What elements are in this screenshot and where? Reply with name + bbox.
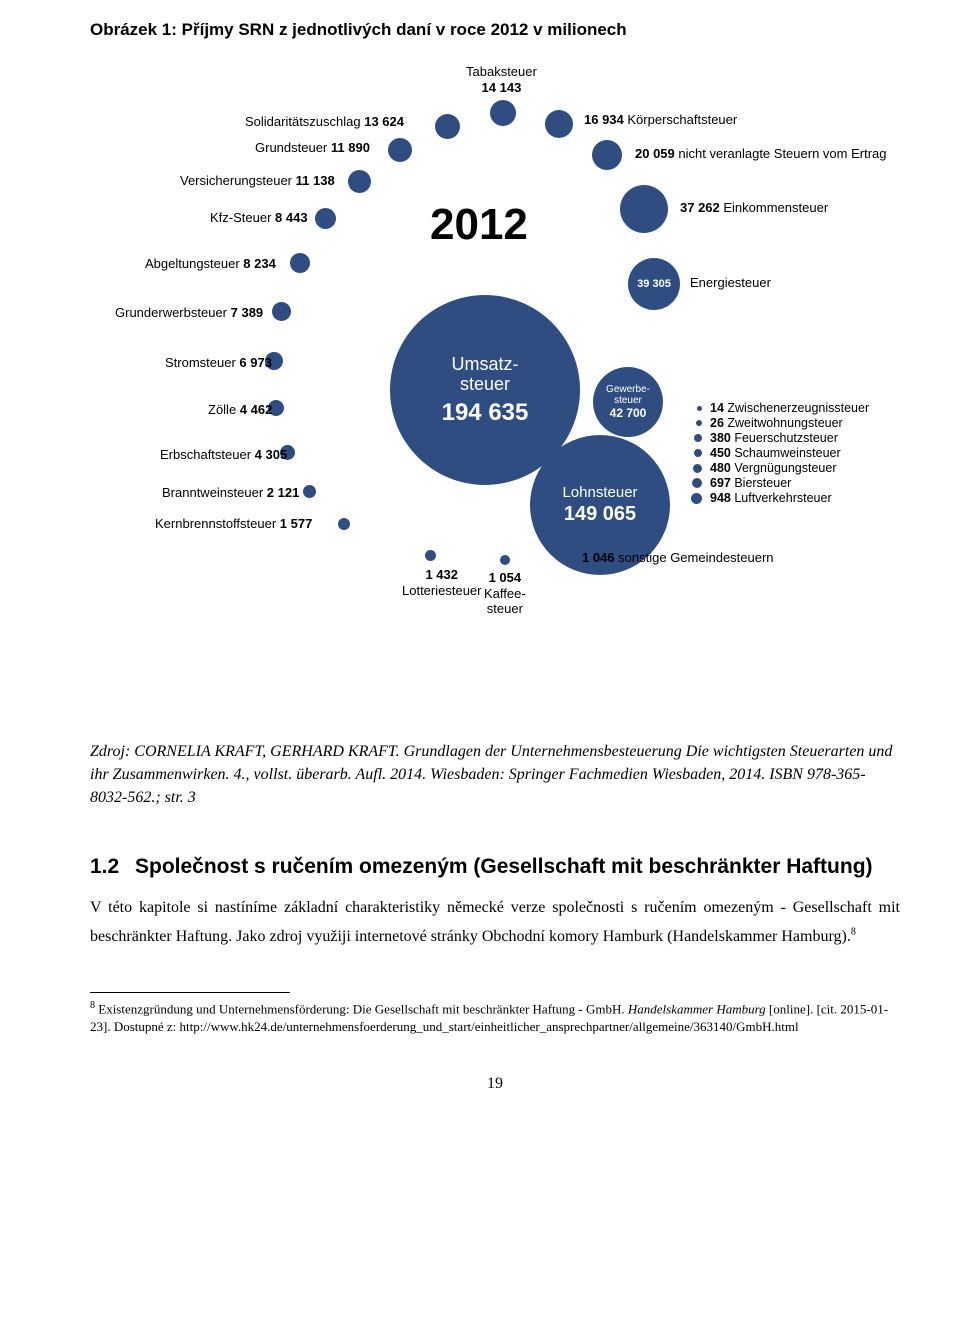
chart-label: 37 262 Einkommensteuer: [680, 200, 828, 216]
list-item: 480 Vergnügungsteuer: [690, 461, 869, 475]
chart-bubble: [338, 518, 350, 530]
chart-label: Erbschaftsteuer 4 305: [160, 447, 287, 463]
chart-label: Zölle 4 462: [208, 402, 272, 418]
chart-label: 1 046 sonstige Gemeindesteuern: [582, 550, 774, 566]
chart-bubble: [272, 302, 291, 321]
chart-bubble: [435, 114, 460, 139]
chart-label: 16 934 Körperschaftsteuer: [584, 112, 737, 128]
section-heading: 1.2 Společnost s ručením omezeným (Gesel…: [90, 855, 900, 879]
chart-bubble: [425, 550, 436, 561]
footnote-separator: [90, 992, 290, 993]
chart-label: Tabaksteuer14 143: [466, 64, 537, 95]
chart-bubble: [545, 110, 573, 138]
chart-label: Stromsteuer 6 973: [165, 355, 272, 371]
footnote: 8 Existenzgründung und Unternehmensförde…: [90, 999, 900, 1035]
chart-label: Abgeltungsteuer 8 234: [145, 256, 276, 272]
chart-label: Energiesteuer: [690, 275, 771, 291]
list-item: 450 Schaumweinsteuer: [690, 446, 869, 460]
chart-bubble: [620, 185, 668, 233]
list-item: 697 Biersteuer: [690, 476, 869, 490]
chart-label: Branntweinsteuer 2 121: [162, 485, 299, 501]
chart-label: Solidaritätszuschlag 13 624: [245, 114, 404, 130]
chart-label: 1 432Lotteriesteuer: [402, 567, 482, 598]
list-item: 380 Feuerschutzsteuer: [690, 431, 869, 445]
small-taxes-list: 14 Zwischenerzeugnissteuer26 Zweitwohnun…: [690, 400, 869, 506]
chart-bubble: [315, 208, 336, 229]
chart-bubble: [490, 100, 516, 126]
chart-bubble: [348, 170, 371, 193]
chart-bubble: [303, 485, 316, 498]
body-paragraph: V této kapitole si nastíníme základní ch…: [90, 893, 900, 952]
chart-label: 1 054Kaffee-steuer: [484, 570, 526, 617]
chart-label: Kernbrennstoffsteuer 1 577: [155, 516, 312, 532]
chart-label: 20 059 nicht veranlagte Steuern vom Ertr…: [635, 146, 887, 162]
chart-label: Versicherungsteuer 11 138: [180, 173, 335, 189]
chart-bubble: [592, 140, 622, 170]
page-number: 19: [90, 1075, 900, 1093]
chart-bubble: [565, 550, 575, 560]
chart-bubble: 39 305: [628, 258, 680, 310]
chart-bubble: Gewerbe-steuer42 700: [593, 367, 663, 437]
section-title: Společnost s ručením omezeným (Gesellsch…: [135, 855, 873, 879]
list-item: 14 Zwischenerzeugnissteuer: [690, 401, 869, 415]
list-item: 26 Zweitwohnungsteuer: [690, 416, 869, 430]
chart-label: Grundsteuer 11 890: [255, 140, 370, 156]
year-label: 2012: [430, 200, 528, 250]
bubble-chart: 2012Umsatz-steuer194 635Lohnsteuer149 06…: [90, 70, 900, 700]
chart-label: Kfz-Steuer 8 443: [210, 210, 308, 226]
section-number: 1.2: [90, 855, 135, 879]
source-citation: Zdroj: CORNELIA KRAFT, GERHARD KRAFT. Gr…: [90, 740, 900, 810]
chart-label: Grunderwerbsteuer 7 389: [115, 305, 263, 321]
figure-title: Obrázek 1: Příjmy SRN z jednotlivých dan…: [90, 20, 900, 40]
chart-bubble: [500, 555, 510, 565]
chart-bubble: [388, 138, 412, 162]
chart-bubble: [290, 253, 310, 273]
list-item: 948 Luftverkehrsteuer: [690, 491, 869, 505]
